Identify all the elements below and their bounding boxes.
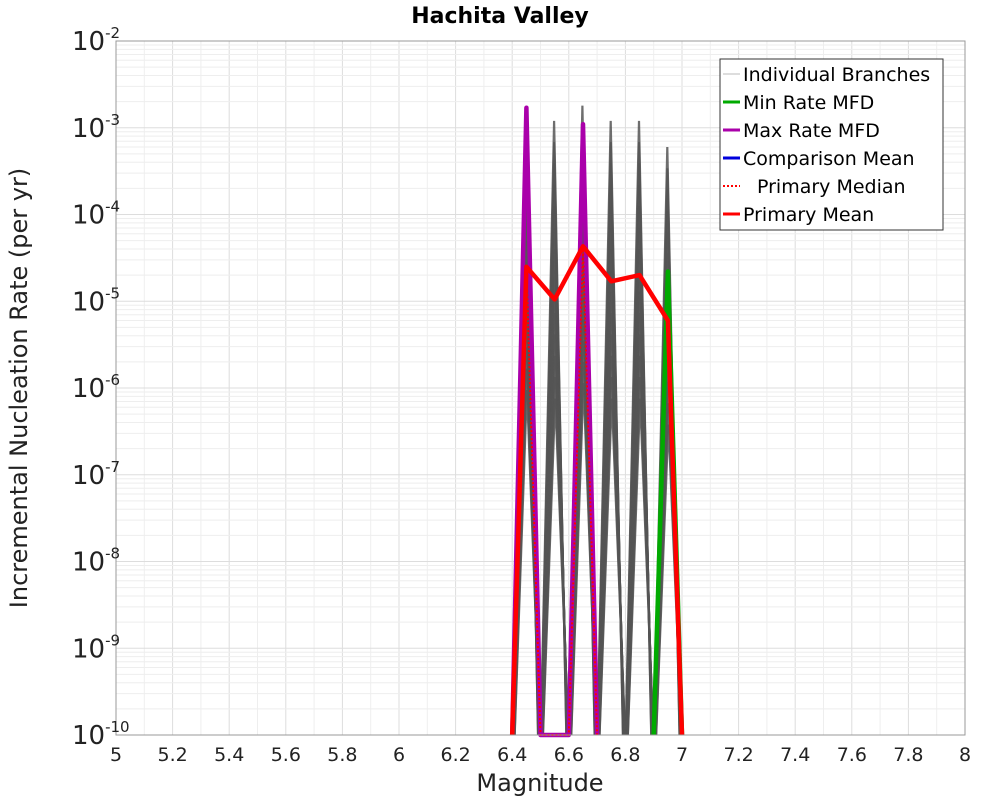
- x-tick-label: 7.6: [837, 744, 867, 766]
- y-tick-label: 10-9: [72, 631, 120, 664]
- y-tick-label: 10-2: [72, 24, 120, 57]
- x-tick-label: 5.8: [327, 744, 357, 766]
- branch-line: [598, 398, 627, 736]
- legend-label: Primary Mean: [743, 204, 874, 226]
- y-tick-label: 10-7: [72, 458, 120, 491]
- y-tick-label: 10-6: [72, 371, 120, 404]
- series-line-primary-mean: [509, 244, 685, 736]
- branch-spike: [539, 120, 570, 736]
- x-tick-label: 5.4: [214, 744, 244, 766]
- x-tick-label: 6.8: [610, 744, 640, 766]
- branch-line: [541, 398, 570, 736]
- legend-entry: Individual Branches: [723, 64, 930, 86]
- legend-entry: Comparison Mean: [723, 148, 915, 170]
- x-tick-label: 7.8: [893, 744, 923, 766]
- legend-label: Individual Branches: [743, 64, 930, 86]
- legend-entry: Primary Median: [723, 176, 906, 198]
- x-axis-ticks: 5 5.2 5.4 5.6 5.8 6 6.2 6.4 6.6 6.8 7 7.2 7.4 7.6 7.8 8: [110, 744, 971, 766]
- legend-label: Primary Median: [757, 176, 906, 198]
- branch-line: [626, 398, 655, 736]
- legend-label: Min Rate MFD: [743, 92, 874, 114]
- x-tick-label: 5.6: [271, 744, 301, 766]
- x-tick-label: 6: [393, 744, 405, 766]
- branch-spike: [596, 120, 627, 736]
- y-tick-label: 10-10: [72, 718, 130, 751]
- y-tick-label: 10-4: [72, 198, 120, 231]
- chart-title: Hachita Valley: [411, 4, 589, 29]
- legend-label: Comparison Mean: [743, 148, 915, 170]
- branch-spike: [624, 120, 655, 736]
- y-tick-label: 10-3: [72, 111, 120, 144]
- x-tick-label: 7.4: [780, 744, 810, 766]
- x-tick-label: 7: [676, 744, 688, 766]
- y-tick-label: 10-8: [72, 545, 120, 578]
- legend-box: [719, 58, 944, 231]
- legend-entry: Primary Mean: [723, 204, 874, 226]
- x-tick-label: 6.6: [554, 744, 584, 766]
- y-axis-ticks: 10-10 10-9 10-8 10-7 10-6 10-5 10-4 10-3 10-2: [72, 24, 130, 751]
- legend-label: Max Rate MFD: [743, 120, 880, 142]
- series-line-primary-median: [511, 248, 599, 736]
- x-tick-label: 8: [959, 744, 971, 766]
- plot-frame: [115, 40, 966, 736]
- x-axis-label: Magnitude: [476, 769, 603, 797]
- legend: Individual Branches Min Rate MFD Max Rate …: [719, 58, 944, 231]
- y-axis-label: Incremental Nucleation Rate (per yr): [5, 168, 33, 608]
- x-tick-label: 7.2: [723, 744, 753, 766]
- x-tick-label: 5: [110, 744, 122, 766]
- x-tick-label: 6.4: [497, 744, 527, 766]
- legend-entry: Min Rate MFD: [723, 92, 874, 114]
- legend-entry: Max Rate MFD: [723, 120, 880, 142]
- y-tick-label: 10-5: [72, 284, 120, 317]
- x-tick-label: 6.2: [440, 744, 470, 766]
- x-tick-label: 5.2: [157, 744, 187, 766]
